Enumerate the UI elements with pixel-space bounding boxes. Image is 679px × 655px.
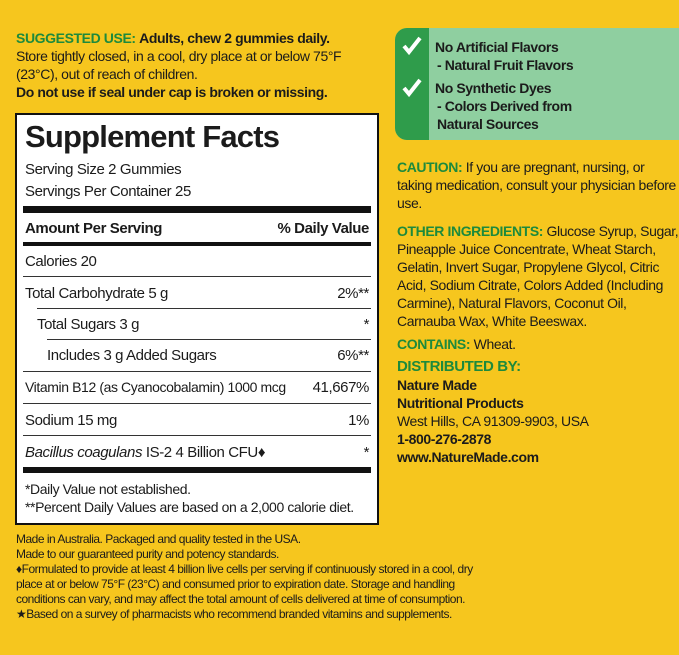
ingredients: OTHER INGREDIENTS: Glucose Syrup, Sugar,…: [397, 222, 679, 330]
check-icons: [402, 36, 422, 98]
nutrient: Calories: [25, 253, 77, 270]
rule: [23, 242, 371, 246]
line: 1-800-276-2878: [397, 431, 492, 447]
serving-size: Serving Size 2 Gummies: [25, 161, 182, 178]
line: West Hills, CA 91309-9903, USA: [397, 413, 589, 429]
storage: Store tightly closed, in a cool, dry pla…: [16, 48, 342, 82]
label: DISTRIBUTED BY:: [397, 358, 521, 375]
contains: CONTAINS: Wheat.: [397, 335, 679, 353]
amount: 5 g: [148, 285, 168, 302]
rule: [23, 371, 371, 372]
label: CAUTION:: [397, 159, 463, 175]
header: Amount Per Serving % Daily Value: [25, 220, 369, 237]
dv: 41,667%: [312, 379, 370, 396]
distributor: DISTRIBUTED BY: Nature Made Nutritional …: [397, 358, 679, 466]
nutrient: Total Carbohydrate: [25, 285, 145, 302]
footnote: *Daily Value not established.: [25, 481, 191, 497]
claim-detail: - Colors Derived from Natural Sources: [437, 98, 572, 132]
row: Includes 3 g Added Sugars 6%**: [47, 347, 369, 364]
row: Total Carbohydrate 5 g 2%**: [25, 285, 369, 302]
strain: IS-2: [145, 444, 172, 461]
amount: 15 mg: [77, 412, 117, 429]
right-column: CAUTION: If you are pregnant, nursing, o…: [397, 158, 679, 466]
supplement-facts: Supplement Facts Serving Size 2 Gummies …: [15, 113, 379, 525]
text: Adults, chew 2 gummies daily.: [139, 30, 330, 46]
warning: Do not use if seal under cap is broken o…: [16, 84, 328, 100]
line: Nature Made: [397, 377, 477, 393]
text: Glucose Syrup, Sugar, Pineapple Juice Co…: [397, 223, 679, 329]
nutrient: Includes: [47, 347, 100, 364]
rule: [47, 339, 371, 340]
row: Sodium 15 mg 1%: [25, 412, 369, 429]
footer-line: Made to our guaranteed purity and potenc…: [16, 547, 279, 561]
rule: [23, 206, 371, 213]
row: Total Sugars 3 g *: [37, 316, 369, 333]
dv: 6%**: [337, 347, 369, 364]
dv: 1%: [348, 412, 369, 429]
label: OTHER INGREDIENTS:: [397, 223, 544, 239]
rule: [23, 403, 371, 404]
suggested-use: SUGGESTED USE: Adults, chew 2 gummies da…: [16, 29, 346, 101]
dv: 2%**: [337, 285, 369, 302]
label: CONTAINS:: [397, 336, 471, 352]
footnote: **Percent Daily Values are based on a 2,…: [25, 499, 354, 515]
footer: Made in Australia. Packaged and quality …: [16, 532, 476, 622]
rule: [23, 276, 371, 277]
rule: [23, 435, 371, 436]
rule: [37, 308, 371, 309]
title: Supplement Facts: [25, 119, 280, 154]
nutrient: Vitamin B12 (as Cyanocobalamin): [25, 379, 225, 395]
servings: Servings Per Container 25: [25, 183, 191, 200]
text: If you are pregnant, nursing, or taking …: [397, 159, 676, 211]
dv: *: [363, 316, 370, 333]
label: SUGGESTED USE:: [16, 30, 136, 46]
text: Wheat.: [473, 336, 516, 352]
row: Bacillus coagulans IS-2 4 Billion CFU♦ *: [25, 444, 369, 461]
nutrient: Sodium: [25, 412, 74, 429]
nutrient: Total Sugars: [37, 316, 116, 333]
rule: [23, 467, 371, 473]
nutrient: Bacillus coagulans: [25, 444, 143, 461]
claims-box: No Artificial Flavors - Natural Fruit Fl…: [395, 28, 679, 140]
footer-line: ♦Formulated to provide at least 4 billio…: [16, 562, 473, 606]
claim-title: No Synthetic Dyes: [435, 80, 552, 96]
row: Vitamin B12 (as Cyanocobalamin) 1000 mcg…: [25, 379, 370, 396]
amount: 3 g Added Sugars: [103, 347, 217, 364]
claim-detail: - Natural Fruit Flavors: [437, 57, 574, 73]
line: www.NatureMade.com: [397, 449, 539, 465]
row: Calories 20: [25, 253, 369, 270]
amount: 20: [80, 253, 97, 270]
claim-title: No Artificial Flavors: [435, 39, 559, 55]
line: Nutritional Products: [397, 395, 524, 411]
header-right: % Daily Value: [277, 220, 369, 237]
amount: 4 Billion CFU♦: [175, 444, 266, 461]
caution: CAUTION: If you are pregnant, nursing, o…: [397, 158, 679, 212]
footer-line: ★Based on a survey of pharmacists who re…: [16, 607, 452, 621]
footer-line: Made in Australia. Packaged and quality …: [16, 532, 301, 546]
dv: *: [363, 444, 370, 461]
amount: 3 g: [119, 316, 140, 333]
amount: 1000 mcg: [227, 379, 287, 395]
header-left: Amount Per Serving: [25, 220, 162, 237]
